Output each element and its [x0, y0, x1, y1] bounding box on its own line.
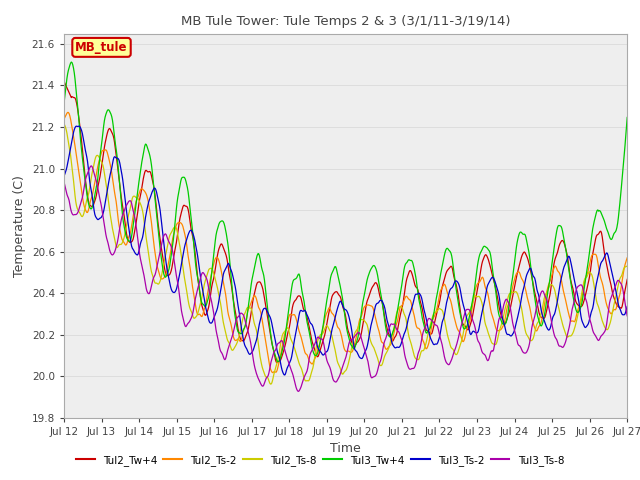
Tul3_Tw+4 [67, 59, 75, 65]
Tul2_Ts-2 [280, 333, 288, 338]
Tul2_Ts-2 [405, 297, 413, 302]
Tul3_Tw+4 [280, 339, 288, 345]
Tul3_Ts-2 [280, 372, 288, 378]
Tul3_Tw+4 [127, 237, 134, 242]
Tul3_Ts-2 [230, 280, 238, 286]
Tul2_Ts-2 [623, 255, 631, 261]
Tul2_Tw+4 [436, 297, 444, 303]
Tul3_Tw+4 [405, 257, 413, 263]
Tul3_Ts-2 [60, 173, 68, 179]
Tul3_Tw+4 [437, 271, 445, 276]
Tul2_Ts-2 [230, 336, 238, 342]
Tul2_Tw+4 [230, 299, 237, 305]
Tul2_Tw+4 [404, 271, 412, 277]
Tul2_Ts-8 [258, 361, 266, 367]
Tul2_Ts-8 [280, 330, 287, 336]
Line: Tul2_Ts-8: Tul2_Ts-8 [64, 124, 627, 384]
Line: Tul3_Tw+4: Tul3_Tw+4 [64, 62, 627, 361]
Line: Tul2_Ts-2: Tul2_Ts-2 [64, 112, 627, 372]
Tul2_Ts-8 [623, 264, 631, 269]
Tul3_Ts-2 [280, 371, 287, 377]
Tul3_Tw+4 [259, 267, 266, 273]
Tul3_Ts-8 [259, 383, 266, 389]
Tul3_Ts-8 [127, 198, 134, 204]
Tul3_Ts-2 [73, 123, 81, 129]
Tul2_Ts-2 [437, 288, 445, 293]
Text: MB_tule: MB_tule [76, 41, 128, 54]
Tul2_Ts-2 [64, 109, 72, 115]
Tul3_Ts-2 [623, 304, 631, 310]
Tul2_Ts-8 [436, 306, 444, 312]
Tul3_Ts-2 [437, 328, 445, 334]
Tul3_Tw+4 [623, 115, 631, 120]
Tul2_Ts-2 [60, 116, 68, 122]
Tul3_Ts-8 [230, 325, 238, 331]
Tul2_Ts-8 [268, 381, 275, 387]
Tul3_Ts-2 [127, 239, 134, 245]
Line: Tul3_Ts-8: Tul3_Ts-8 [64, 166, 627, 391]
Line: Tul2_Tw+4: Tul2_Tw+4 [64, 81, 627, 363]
Tul2_Tw+4 [60, 78, 68, 84]
Tul3_Ts-8 [87, 163, 95, 169]
Y-axis label: Temperature (C): Temperature (C) [13, 175, 26, 276]
Tul3_Ts-8 [437, 336, 445, 342]
Tul2_Ts-8 [60, 121, 68, 127]
Tul3_Ts-8 [405, 366, 413, 372]
Tul2_Tw+4 [280, 348, 287, 354]
Tul2_Tw+4 [623, 276, 631, 282]
Tul2_Ts-2 [127, 228, 134, 234]
Tul3_Ts-8 [280, 342, 287, 348]
Tul3_Tw+4 [60, 100, 68, 106]
Tul2_Ts-8 [404, 331, 412, 337]
Tul3_Tw+4 [274, 359, 282, 364]
Line: Tul3_Ts-2: Tul3_Ts-2 [64, 126, 627, 375]
Tul3_Ts-2 [405, 313, 413, 319]
X-axis label: Time: Time [330, 442, 361, 455]
Tul3_Ts-8 [294, 388, 302, 394]
Tul2_Tw+4 [273, 360, 281, 366]
Tul2_Ts-8 [126, 206, 134, 212]
Tul3_Ts-8 [60, 179, 68, 185]
Tul3_Tw+4 [230, 308, 238, 314]
Legend: Tul2_Tw+4, Tul2_Ts-2, Tul2_Ts-8, Tul3_Tw+4, Tul3_Ts-2, Tul3_Ts-8: Tul2_Tw+4, Tul2_Ts-2, Tul2_Ts-8, Tul3_Tw… [72, 451, 568, 470]
Tul2_Tw+4 [126, 240, 134, 245]
Tul3_Ts-2 [259, 309, 266, 315]
Title: MB Tule Tower: Tule Temps 2 & 3 (3/1/11-3/19/14): MB Tule Tower: Tule Temps 2 & 3 (3/1/11-… [181, 15, 510, 28]
Tul2_Tw+4 [258, 282, 266, 288]
Tul2_Ts-2 [259, 318, 266, 324]
Tul2_Ts-8 [230, 346, 237, 352]
Tul3_Ts-8 [623, 313, 631, 319]
Tul2_Ts-2 [269, 370, 276, 375]
